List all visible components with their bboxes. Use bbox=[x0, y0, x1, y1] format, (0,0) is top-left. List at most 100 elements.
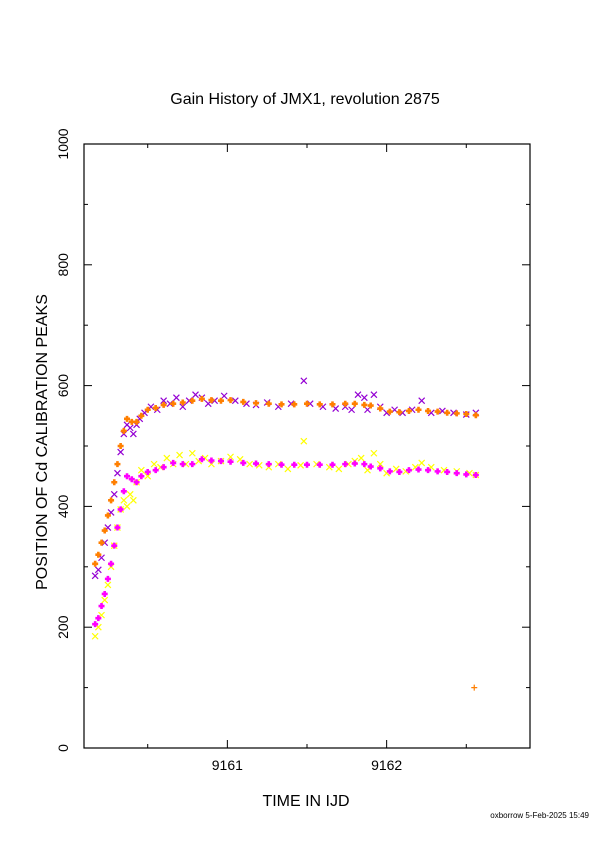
data-point bbox=[98, 539, 105, 546]
data-point bbox=[367, 402, 374, 409]
plot-frame bbox=[83, 143, 531, 749]
data-point bbox=[342, 400, 349, 407]
data-point bbox=[208, 397, 215, 404]
data-point bbox=[95, 551, 102, 558]
data-point bbox=[114, 469, 121, 477]
data-point bbox=[101, 590, 108, 597]
data-point bbox=[297, 461, 305, 469]
data-point bbox=[316, 401, 323, 408]
data-point bbox=[188, 449, 196, 457]
data-point bbox=[361, 461, 368, 468]
y-tick-label: 600 bbox=[55, 374, 71, 398]
data-point bbox=[123, 502, 131, 510]
data-point bbox=[150, 460, 158, 468]
data-point bbox=[425, 407, 432, 414]
data-point bbox=[120, 488, 127, 495]
data-point bbox=[253, 460, 260, 467]
data-point bbox=[396, 468, 403, 475]
data-point bbox=[342, 461, 349, 468]
data-point bbox=[144, 406, 151, 413]
chart-title: Gain History of JMX1, revolution 2875 bbox=[170, 91, 440, 108]
data-point bbox=[189, 397, 196, 404]
data-point bbox=[444, 409, 451, 416]
data-point bbox=[278, 461, 285, 468]
data-point bbox=[329, 461, 336, 468]
data-point bbox=[92, 621, 99, 628]
data-point bbox=[170, 459, 177, 466]
data-point bbox=[91, 632, 99, 640]
data-point bbox=[463, 410, 470, 417]
data-point bbox=[377, 405, 384, 412]
data-point bbox=[357, 454, 365, 462]
data-point bbox=[240, 459, 247, 466]
data-point bbox=[111, 479, 118, 486]
data-point bbox=[304, 400, 310, 407]
data-point bbox=[138, 473, 145, 480]
data-point bbox=[104, 512, 111, 519]
data-point bbox=[240, 398, 247, 405]
data-point bbox=[160, 464, 167, 471]
data-point bbox=[278, 401, 285, 408]
data-point bbox=[351, 400, 358, 407]
data-point bbox=[144, 472, 152, 480]
x-axis-label: TIME IN IJD bbox=[262, 793, 349, 810]
data-point bbox=[110, 490, 118, 498]
data-point bbox=[111, 542, 118, 549]
data-point bbox=[367, 463, 374, 470]
data-point bbox=[335, 465, 343, 473]
y-tick-label: 200 bbox=[55, 615, 71, 639]
data-point bbox=[104, 581, 112, 589]
data-point bbox=[377, 465, 384, 472]
data-point bbox=[133, 479, 140, 486]
y-tick-label: 1000 bbox=[55, 128, 71, 159]
data-point bbox=[418, 459, 426, 467]
data-point bbox=[444, 468, 451, 475]
data-point bbox=[434, 468, 441, 475]
data-point bbox=[170, 400, 177, 407]
data-point bbox=[114, 524, 121, 531]
data-point bbox=[120, 496, 128, 504]
data-point bbox=[98, 603, 105, 610]
data-point bbox=[405, 407, 412, 414]
data-point bbox=[370, 391, 378, 399]
data-point bbox=[198, 395, 205, 402]
data-point bbox=[348, 406, 356, 414]
data-point bbox=[415, 466, 422, 473]
data-point bbox=[160, 401, 167, 408]
data-point bbox=[114, 461, 121, 468]
data-point bbox=[361, 401, 368, 408]
data-point bbox=[453, 470, 460, 477]
data-point bbox=[172, 394, 180, 402]
data-point bbox=[227, 397, 234, 404]
data-point bbox=[386, 408, 393, 415]
data-point bbox=[246, 460, 254, 468]
data-point bbox=[376, 460, 384, 468]
data-point bbox=[265, 400, 272, 407]
data-point bbox=[92, 560, 99, 567]
data-point bbox=[351, 460, 358, 467]
data-point bbox=[370, 449, 378, 457]
y-tick-label: 0 bbox=[55, 744, 71, 752]
data-point bbox=[129, 496, 137, 504]
data-point bbox=[128, 476, 135, 483]
x-tick-labels: 9161 9162 bbox=[212, 757, 403, 773]
data-point bbox=[117, 448, 125, 456]
data-point bbox=[124, 473, 131, 480]
data-point bbox=[472, 412, 479, 419]
data-point bbox=[316, 461, 323, 468]
data-point bbox=[396, 409, 403, 416]
data-point bbox=[192, 391, 199, 399]
data-point bbox=[217, 458, 224, 465]
data-point bbox=[198, 456, 205, 463]
data-point bbox=[231, 397, 239, 405]
data-point bbox=[386, 468, 393, 475]
data-point bbox=[126, 424, 134, 432]
data-point bbox=[265, 461, 272, 468]
data-point bbox=[418, 397, 426, 405]
x-tick-label: 9161 bbox=[212, 757, 243, 773]
data-point bbox=[94, 566, 102, 574]
data-point bbox=[472, 471, 479, 478]
data-point bbox=[434, 408, 441, 415]
data-point bbox=[124, 415, 131, 422]
